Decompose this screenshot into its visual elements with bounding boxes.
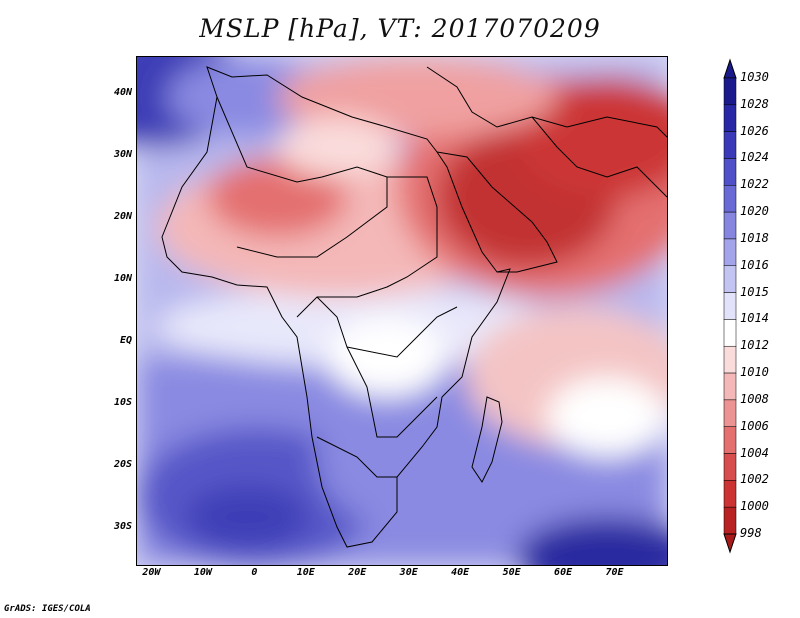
lon-tick-label: 10W bbox=[193, 567, 212, 578]
colorbar-top-arrow bbox=[723, 58, 737, 79]
colorbar-swatch bbox=[723, 372, 737, 401]
colorbar-label: 1004 bbox=[740, 445, 769, 460]
colorbar-swatch bbox=[723, 104, 737, 132]
lat-tick-label: 30S bbox=[113, 520, 132, 532]
colorbar-swatch bbox=[723, 426, 737, 454]
colorbar-label: 1012 bbox=[740, 338, 769, 353]
credit-label: GrADS: IGES/COLA bbox=[4, 604, 91, 614]
lon-tick-label: 10E bbox=[296, 567, 315, 578]
colorbar-swatch bbox=[723, 238, 737, 267]
colorbar-swatch bbox=[723, 453, 737, 481]
colorbar-label: 1010 bbox=[740, 365, 769, 380]
mslp-field bbox=[137, 57, 667, 565]
colorbar-swatch bbox=[723, 265, 737, 293]
colorbar-swatch bbox=[723, 131, 737, 159]
colorbar-swatch bbox=[723, 399, 737, 427]
lat-tick-label: EQ bbox=[119, 334, 132, 346]
colorbar-label: 998 bbox=[740, 526, 762, 540]
colorbar-swatch bbox=[723, 292, 737, 320]
colorbar-swatch bbox=[723, 319, 737, 347]
colorbar-label: 1018 bbox=[740, 230, 769, 245]
colorbar-label: 1016 bbox=[740, 257, 769, 272]
colorbar-label: 1006 bbox=[740, 418, 769, 433]
colorbar-label: 1015 bbox=[740, 284, 769, 299]
colorbar-label: 1026 bbox=[740, 123, 769, 138]
lon-tick-label: 40E bbox=[451, 567, 470, 578]
lon-tick-label: 20E bbox=[348, 567, 367, 578]
colorbar bbox=[723, 58, 737, 554]
colorbar-swatch bbox=[723, 506, 737, 535]
lon-tick-label: 20W bbox=[142, 567, 161, 578]
colorbar-label: 1002 bbox=[740, 472, 769, 487]
lon-tick-label: 50E bbox=[502, 567, 521, 578]
lat-tick-label: 10N bbox=[113, 273, 132, 285]
colorbar-label: 1028 bbox=[740, 96, 769, 111]
lon-tick-label: 30E bbox=[399, 567, 418, 578]
lat-tick-label: 20S bbox=[113, 458, 132, 470]
colorbar-label: 1022 bbox=[740, 177, 769, 192]
colorbar-swatch bbox=[723, 345, 737, 374]
lat-tick-label: 20N bbox=[113, 211, 132, 223]
colorbar-label: 1008 bbox=[740, 391, 769, 406]
colorbar-label: 1030 bbox=[740, 70, 769, 84]
lon-tick-label: 0 bbox=[251, 567, 258, 578]
colorbar-bottom-arrow bbox=[723, 533, 737, 554]
colorbar-label: 1014 bbox=[740, 311, 769, 326]
colorbar-swatch bbox=[723, 77, 737, 106]
coastlines bbox=[161, 66, 667, 548]
colorbar-swatch bbox=[723, 185, 737, 213]
lat-tick-label: 10S bbox=[113, 396, 132, 408]
chart-title: MSLP [hPa], VT: 2017070209 bbox=[199, 14, 601, 43]
colorbar-label: 1024 bbox=[740, 150, 769, 165]
lat-tick-label: 40N bbox=[113, 87, 132, 99]
colorbar-label: 1000 bbox=[740, 499, 769, 514]
lon-tick-label: 60E bbox=[554, 567, 573, 578]
colorbar-swatch bbox=[723, 211, 737, 240]
pressure-shading bbox=[137, 57, 667, 565]
colorbar-label: 1020 bbox=[740, 204, 769, 219]
colorbar-swatch bbox=[723, 158, 737, 186]
map-panel bbox=[136, 56, 668, 566]
lon-tick-label: 70E bbox=[605, 567, 624, 578]
colorbar-swatch bbox=[723, 480, 737, 508]
lat-tick-label: 30N bbox=[113, 149, 132, 161]
